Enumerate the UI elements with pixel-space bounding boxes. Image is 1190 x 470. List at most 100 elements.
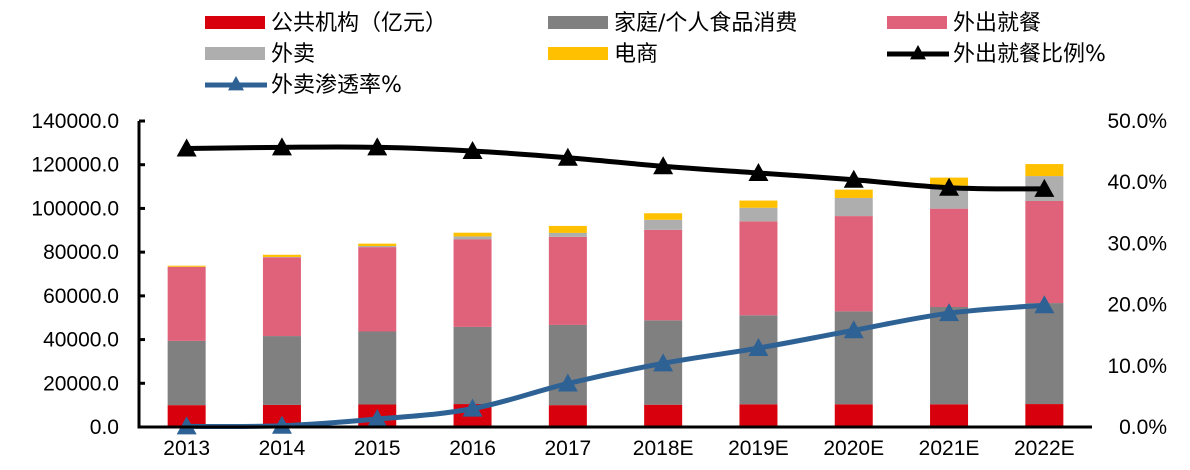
line-series-group	[176, 137, 1055, 435]
y-tick-label-left: 120000.0	[31, 154, 119, 177]
bar-segment-2-2014	[262, 336, 301, 405]
axes: 0.0 20000.0 40000.0 60000.0 80000.0 100000.0 1…	[31, 110, 1167, 460]
bar-segment-3-2017	[548, 236, 587, 325]
line-marker-6-2022E	[1034, 178, 1055, 197]
bar-segment-1-2021E	[930, 404, 969, 427]
legend-swatch-5	[548, 47, 608, 60]
legend-label-7: 外卖渗透率%	[271, 73, 402, 98]
line-marker-7-2016	[462, 398, 483, 417]
bar-segment-3-2021E	[930, 208, 969, 308]
y-tick-label-right: 0.0%	[1119, 416, 1167, 439]
line-marker-7-2018E	[653, 353, 674, 372]
bar-segment-3-2014	[262, 257, 301, 337]
bar-segment-4-2020E	[834, 197, 873, 217]
line-marker-6-2020E	[843, 169, 864, 188]
y-tick-label-left: 0.0	[90, 416, 119, 439]
legend-swatch-4	[205, 47, 265, 60]
line-marker-7-2013	[176, 416, 197, 435]
bar-segment-3-2018E	[644, 229, 683, 321]
bar-segment-4-2017	[548, 232, 587, 237]
bar-segment-5-2019E	[739, 200, 778, 208]
y-tick-label-right: 40.0%	[1107, 171, 1167, 194]
bar-segment-1-2022E	[1025, 404, 1064, 427]
bar-segment-1-2017	[548, 405, 587, 427]
x-tick-label: 2021E	[919, 437, 980, 460]
bar-segment-1-2013	[167, 405, 206, 427]
y-tick-label-right: 30.0%	[1107, 232, 1167, 255]
bar-segment-4-2021E	[930, 185, 969, 209]
y-tick-label-left: 20000.0	[43, 372, 119, 395]
x-tick-label: 2016	[449, 437, 496, 460]
bar-segment-4-2018E	[644, 219, 683, 230]
x-tick-label: 2013	[163, 437, 210, 460]
y-tick-label-left: 140000.0	[31, 110, 119, 133]
bar-series-group	[167, 164, 1064, 427]
line-marker-6-2018E	[653, 156, 674, 175]
line-marker-6-2014	[271, 137, 292, 156]
bar-segment-5-2022E	[1025, 164, 1064, 177]
legend-marker-6	[910, 45, 926, 60]
y-tick-label-left: 80000.0	[43, 241, 119, 264]
line-marker-7-2021E	[939, 303, 960, 322]
x-tick-label: 2019E	[728, 437, 789, 460]
bar-segment-1-2020E	[834, 404, 873, 427]
bar-segment-2-2019E	[739, 315, 778, 405]
bar-segment-2-2017	[548, 324, 587, 406]
y-tick-label-right: 20.0%	[1107, 294, 1167, 317]
bar-segment-2-2013	[167, 340, 206, 406]
y-tick-label-left: 100000.0	[31, 197, 119, 220]
y-tick-label-right: 50.0%	[1107, 110, 1167, 133]
bar-segment-3-2022E	[1025, 200, 1064, 304]
legend-label-4: 外卖	[271, 42, 315, 67]
bar-segment-5-2017	[548, 225, 587, 233]
line-marker-7-2020E	[843, 320, 864, 339]
bar-segment-4-2019E	[739, 207, 778, 222]
x-tick-label: 2020E	[823, 437, 884, 460]
legend-label-3: 外出就餐	[953, 11, 1041, 36]
bar-segment-5-2015	[358, 243, 397, 247]
bar-segment-3-2016	[453, 239, 492, 327]
line-marker-6-2019E	[748, 163, 769, 182]
bar-segment-3-2020E	[834, 216, 873, 312]
x-tick-label: 2014	[259, 437, 306, 460]
y-tick-label-right: 10.0%	[1107, 355, 1167, 378]
bar-segment-1-2019E	[739, 404, 778, 427]
legend-swatch-2	[548, 16, 608, 29]
bar-segment-5-2014	[262, 254, 301, 257]
legend-label-6: 外出就餐比例%	[953, 42, 1106, 67]
legend-label-1: 公共机构（亿元）	[271, 11, 447, 36]
bar-segment-2-2022E	[1025, 303, 1064, 405]
x-tick-label: 2015	[354, 437, 401, 460]
bar-segment-2-2015	[358, 331, 397, 405]
bar-segment-2-2016	[453, 326, 492, 405]
x-tick-label: 2018E	[633, 437, 694, 460]
line-marker-6-2015	[367, 137, 388, 156]
line-marker-6-2013	[176, 138, 197, 157]
bar-segment-3-2015	[358, 247, 397, 332]
bar-segment-3-2019E	[739, 221, 778, 316]
bar-segment-3-2013	[167, 267, 206, 341]
line-marker-6-2016	[462, 140, 483, 159]
line-marker-6-2021E	[939, 177, 960, 196]
bar-segment-4-2016	[453, 236, 492, 240]
line-marker-7-2022E	[1034, 295, 1055, 314]
bar-segment-5-2016	[453, 232, 492, 237]
legend-marker-7	[228, 76, 244, 91]
bar-segment-5-2013	[167, 265, 206, 267]
line-series-6	[186, 144, 1045, 192]
bar-segment-5-2020E	[834, 189, 873, 198]
legend-label-2: 家庭/个人食品消费	[614, 11, 797, 36]
y-tick-label-left: 40000.0	[43, 329, 119, 352]
x-tick-label: 2017	[544, 437, 591, 460]
y-tick-label-left: 60000.0	[43, 285, 119, 308]
bar-segment-5-2018E	[644, 213, 683, 220]
legend-swatch-1	[205, 16, 265, 29]
legend-label-5: 电商	[614, 42, 658, 67]
x-tick-label: 2022E	[1014, 437, 1075, 460]
bar-segment-4-2015	[358, 246, 397, 248]
bar-segment-2-2021E	[930, 307, 969, 405]
legend-swatch-3	[887, 16, 947, 29]
line-marker-7-2014	[271, 415, 292, 434]
